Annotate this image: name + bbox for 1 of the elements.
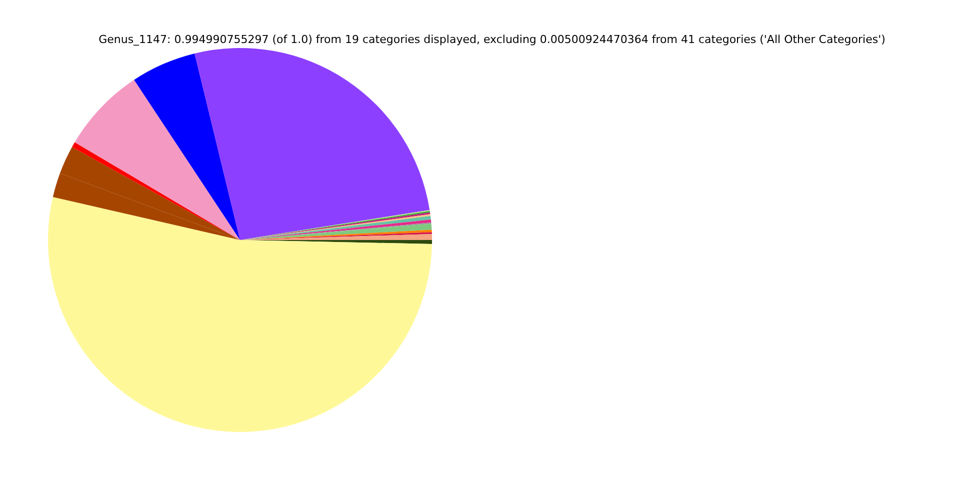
text: Genus_1147: 0.994990755297 (of 1.0) from 19 categories displayed, excluding 0.00500924470364 from 41 categories ('All Other Categories') xyxy=(98,32,886,46)
